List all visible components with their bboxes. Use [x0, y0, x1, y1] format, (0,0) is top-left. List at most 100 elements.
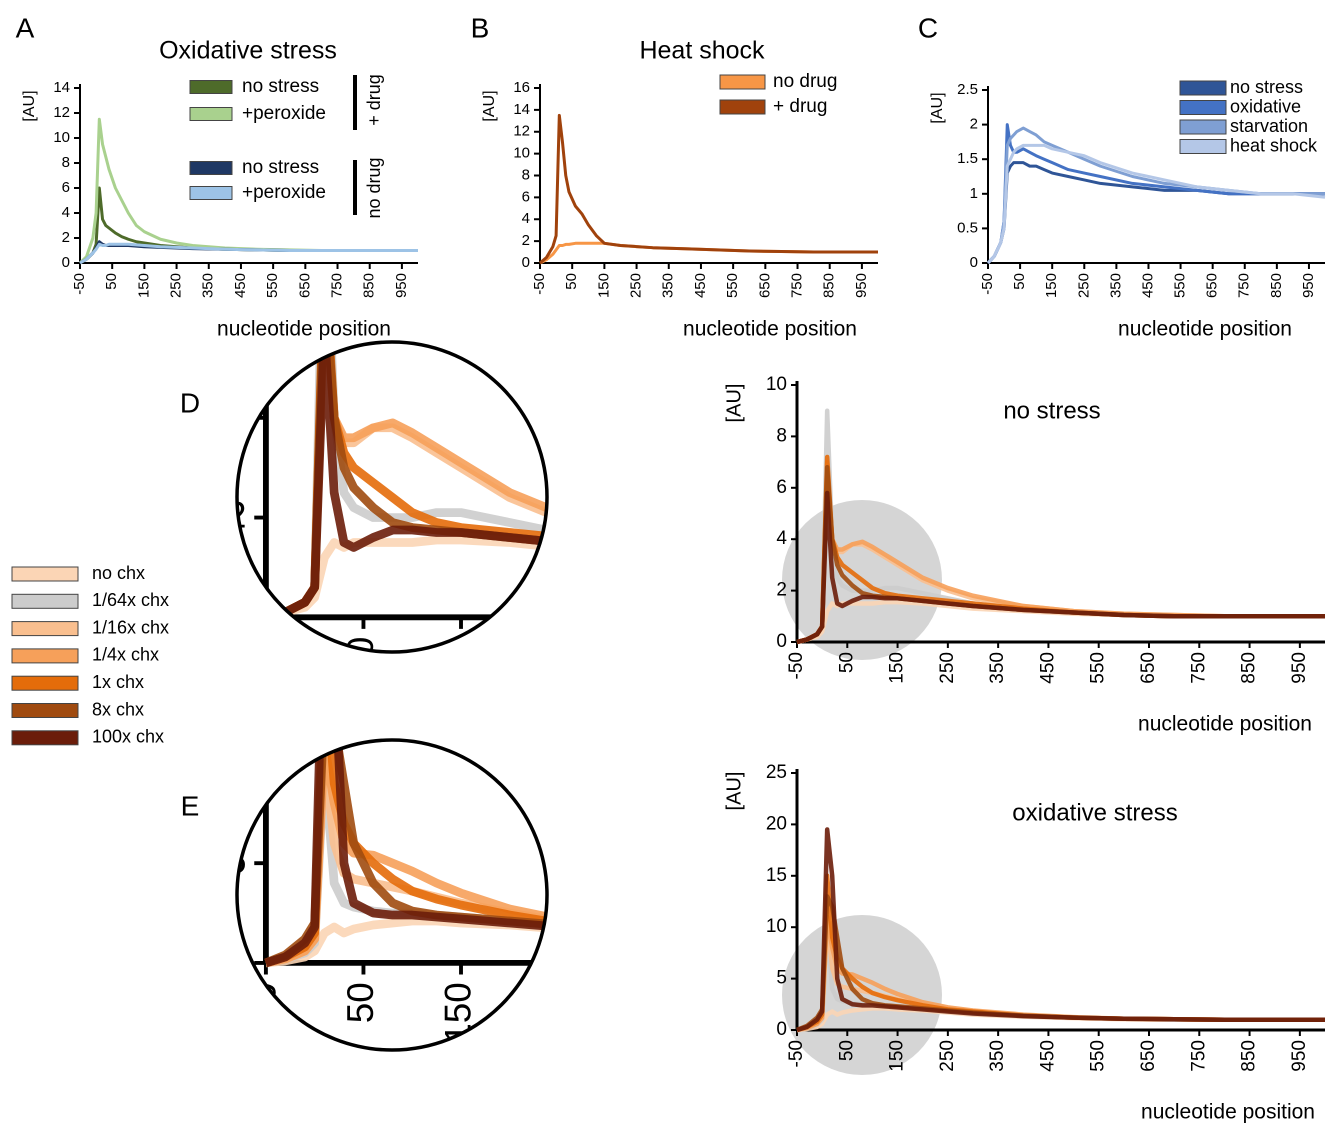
y-tick-label: 10 — [766, 374, 787, 395]
x-tick-label: 250 — [168, 273, 185, 298]
panel-label: A — [16, 12, 35, 43]
y-axis-label: [AU] — [122, 462, 165, 537]
series-line — [264, 740, 547, 968]
y-tick-label: 8 — [62, 154, 70, 171]
x-tick-label: -50 — [71, 273, 88, 295]
x-tick-label: 250 — [628, 273, 645, 298]
legend-label: 1/64x chx — [92, 590, 169, 610]
legend-swatch — [189, 107, 233, 121]
y-tick-label: 4 — [776, 528, 787, 549]
x-tick-label: 550 — [1088, 1040, 1109, 1072]
x-tick-label: 450 — [1037, 652, 1058, 684]
zoom-border — [235, 340, 549, 654]
x-tick-label: 550 — [1172, 273, 1189, 298]
x-tick-label: 950 — [853, 273, 870, 298]
y-tick-label: 15 — [205, 640, 246, 681]
x-tick-label: 450 — [232, 273, 249, 298]
zoom-inset: no stress0246810-50501502503504505506507… — [226, 340, 771, 699]
x-tick-label: 450 — [730, 637, 771, 698]
x-tick-label: 350 — [200, 273, 217, 298]
x-tick-label: 950 — [1289, 1040, 1310, 1072]
x-tick-label: 450 — [730, 982, 771, 1044]
series-line — [986, 143, 1326, 265]
x-tick-label: 50 — [340, 982, 381, 1023]
chart-panel: A Oxidative stress 0 2 4 6 8 10 12 14 -50 50 150 250 3… — [16, 12, 418, 341]
x-tick-label: 850 — [361, 273, 378, 298]
y-tick-label: 0 — [522, 254, 530, 271]
y-axis-label: [AU] — [723, 772, 745, 811]
chart-title: oxidative stress — [1012, 799, 1177, 826]
chart-panel: C 0 0.5 1 1.5 2 2.5 -50 50 150 250 350 450 550 650 750 8… — [918, 12, 1326, 341]
legend-swatch — [11, 703, 79, 718]
y-tick-label: 4 — [226, 395, 247, 436]
y-tick-label: 6 — [62, 179, 70, 196]
series-line — [264, 342, 547, 622]
series-line — [796, 827, 1325, 1033]
legend-label: + drug — [773, 96, 827, 117]
y-tick-label: 2.5 — [957, 81, 978, 98]
panel-label: E — [181, 790, 200, 821]
x-tick-label: 450 — [1037, 1040, 1058, 1072]
x-tick-label: 50 — [103, 273, 120, 290]
x-tick-label: 950 — [393, 273, 410, 298]
panel-label: D — [180, 387, 200, 418]
x-tick-label: -50 — [243, 982, 284, 1035]
x-tick-label: 350 — [1107, 273, 1124, 298]
legend-label: 100x chx — [92, 727, 164, 747]
x-tick-label: 650 — [296, 273, 313, 298]
zoom-border — [235, 738, 549, 1052]
y-tick-label: 0 — [776, 631, 787, 652]
x-tick-label: 950 — [1289, 652, 1310, 684]
y-tick-label: 8 — [776, 425, 787, 446]
legend-label: no stress — [1230, 77, 1303, 97]
legend-swatch — [719, 99, 766, 115]
legend-swatch — [11, 621, 79, 637]
y-tick-label: 12 — [53, 104, 70, 121]
x-tick-label: 850 — [821, 273, 838, 298]
y-tick-label: 2 — [226, 494, 247, 535]
x-tick-label: -50 — [979, 273, 996, 295]
series-line — [264, 535, 547, 622]
panel-label: C — [918, 12, 938, 43]
x-tick-label: -50 — [786, 652, 807, 679]
y-tick-label: 0 — [62, 254, 70, 271]
y-tick-label: 4 — [522, 210, 530, 227]
x-tick-label: 950 — [1300, 273, 1317, 298]
x-tick-label: 150 — [438, 637, 479, 699]
plot: 0 0.5 1 1.5 2 2.5 -50 50 150 250 350 450 550 650 750 85… — [929, 81, 1326, 341]
x-tick-label: 450 — [692, 273, 709, 298]
x-tick-label: 350 — [987, 1040, 1008, 1072]
zoom-content: no stress0246810-50501502503504505506507… — [226, 342, 771, 699]
legend-swatch — [11, 675, 79, 691]
y-tick-label: 2 — [522, 232, 530, 249]
x-tick-label: 650 — [1138, 652, 1159, 684]
x-tick-label: 850 — [1268, 273, 1285, 298]
x-tick-label: 750 — [788, 273, 805, 298]
x-tick-label: 650 — [1138, 1040, 1159, 1072]
y-tick-label: 2 — [62, 229, 70, 246]
legend-swatch — [11, 593, 79, 609]
legend-group-label: no drug — [364, 157, 384, 218]
x-tick-label: 50 — [340, 637, 381, 678]
y-tick-label: 1 — [970, 185, 978, 202]
x-tick-label: 150 — [887, 652, 908, 684]
legend-label: oxidative — [1230, 96, 1301, 116]
x-tick-label: 250 — [937, 652, 958, 684]
legend-swatch — [1179, 139, 1227, 154]
y-tick-label: 25 — [766, 762, 787, 783]
y-tick-label: 0 — [776, 1019, 787, 1040]
x-tick-label: 550 — [724, 273, 741, 298]
chart-panel: B Heat shock 0 2 4 6 8 10 12 14 16 -50 50 150 250 350 45… — [471, 12, 878, 341]
legend-label: no stress — [242, 76, 319, 97]
legend-label: 1/16x chx — [92, 617, 169, 637]
y-tick-label: 16 — [513, 79, 530, 96]
y-tick-label: 15 — [766, 865, 787, 886]
x-tick-label: 550 — [1088, 652, 1109, 684]
y-tick-label: 1.5 — [957, 150, 978, 167]
y-tick-label: 2 — [970, 116, 978, 133]
legend-swatch — [189, 80, 233, 94]
y-tick-label: 0.5 — [957, 219, 978, 236]
plot: oxidative stress 0 5 10 15 20 25 -50 50 150 250 350… — [723, 762, 1325, 1123]
x-tick-label: 350 — [633, 637, 674, 699]
